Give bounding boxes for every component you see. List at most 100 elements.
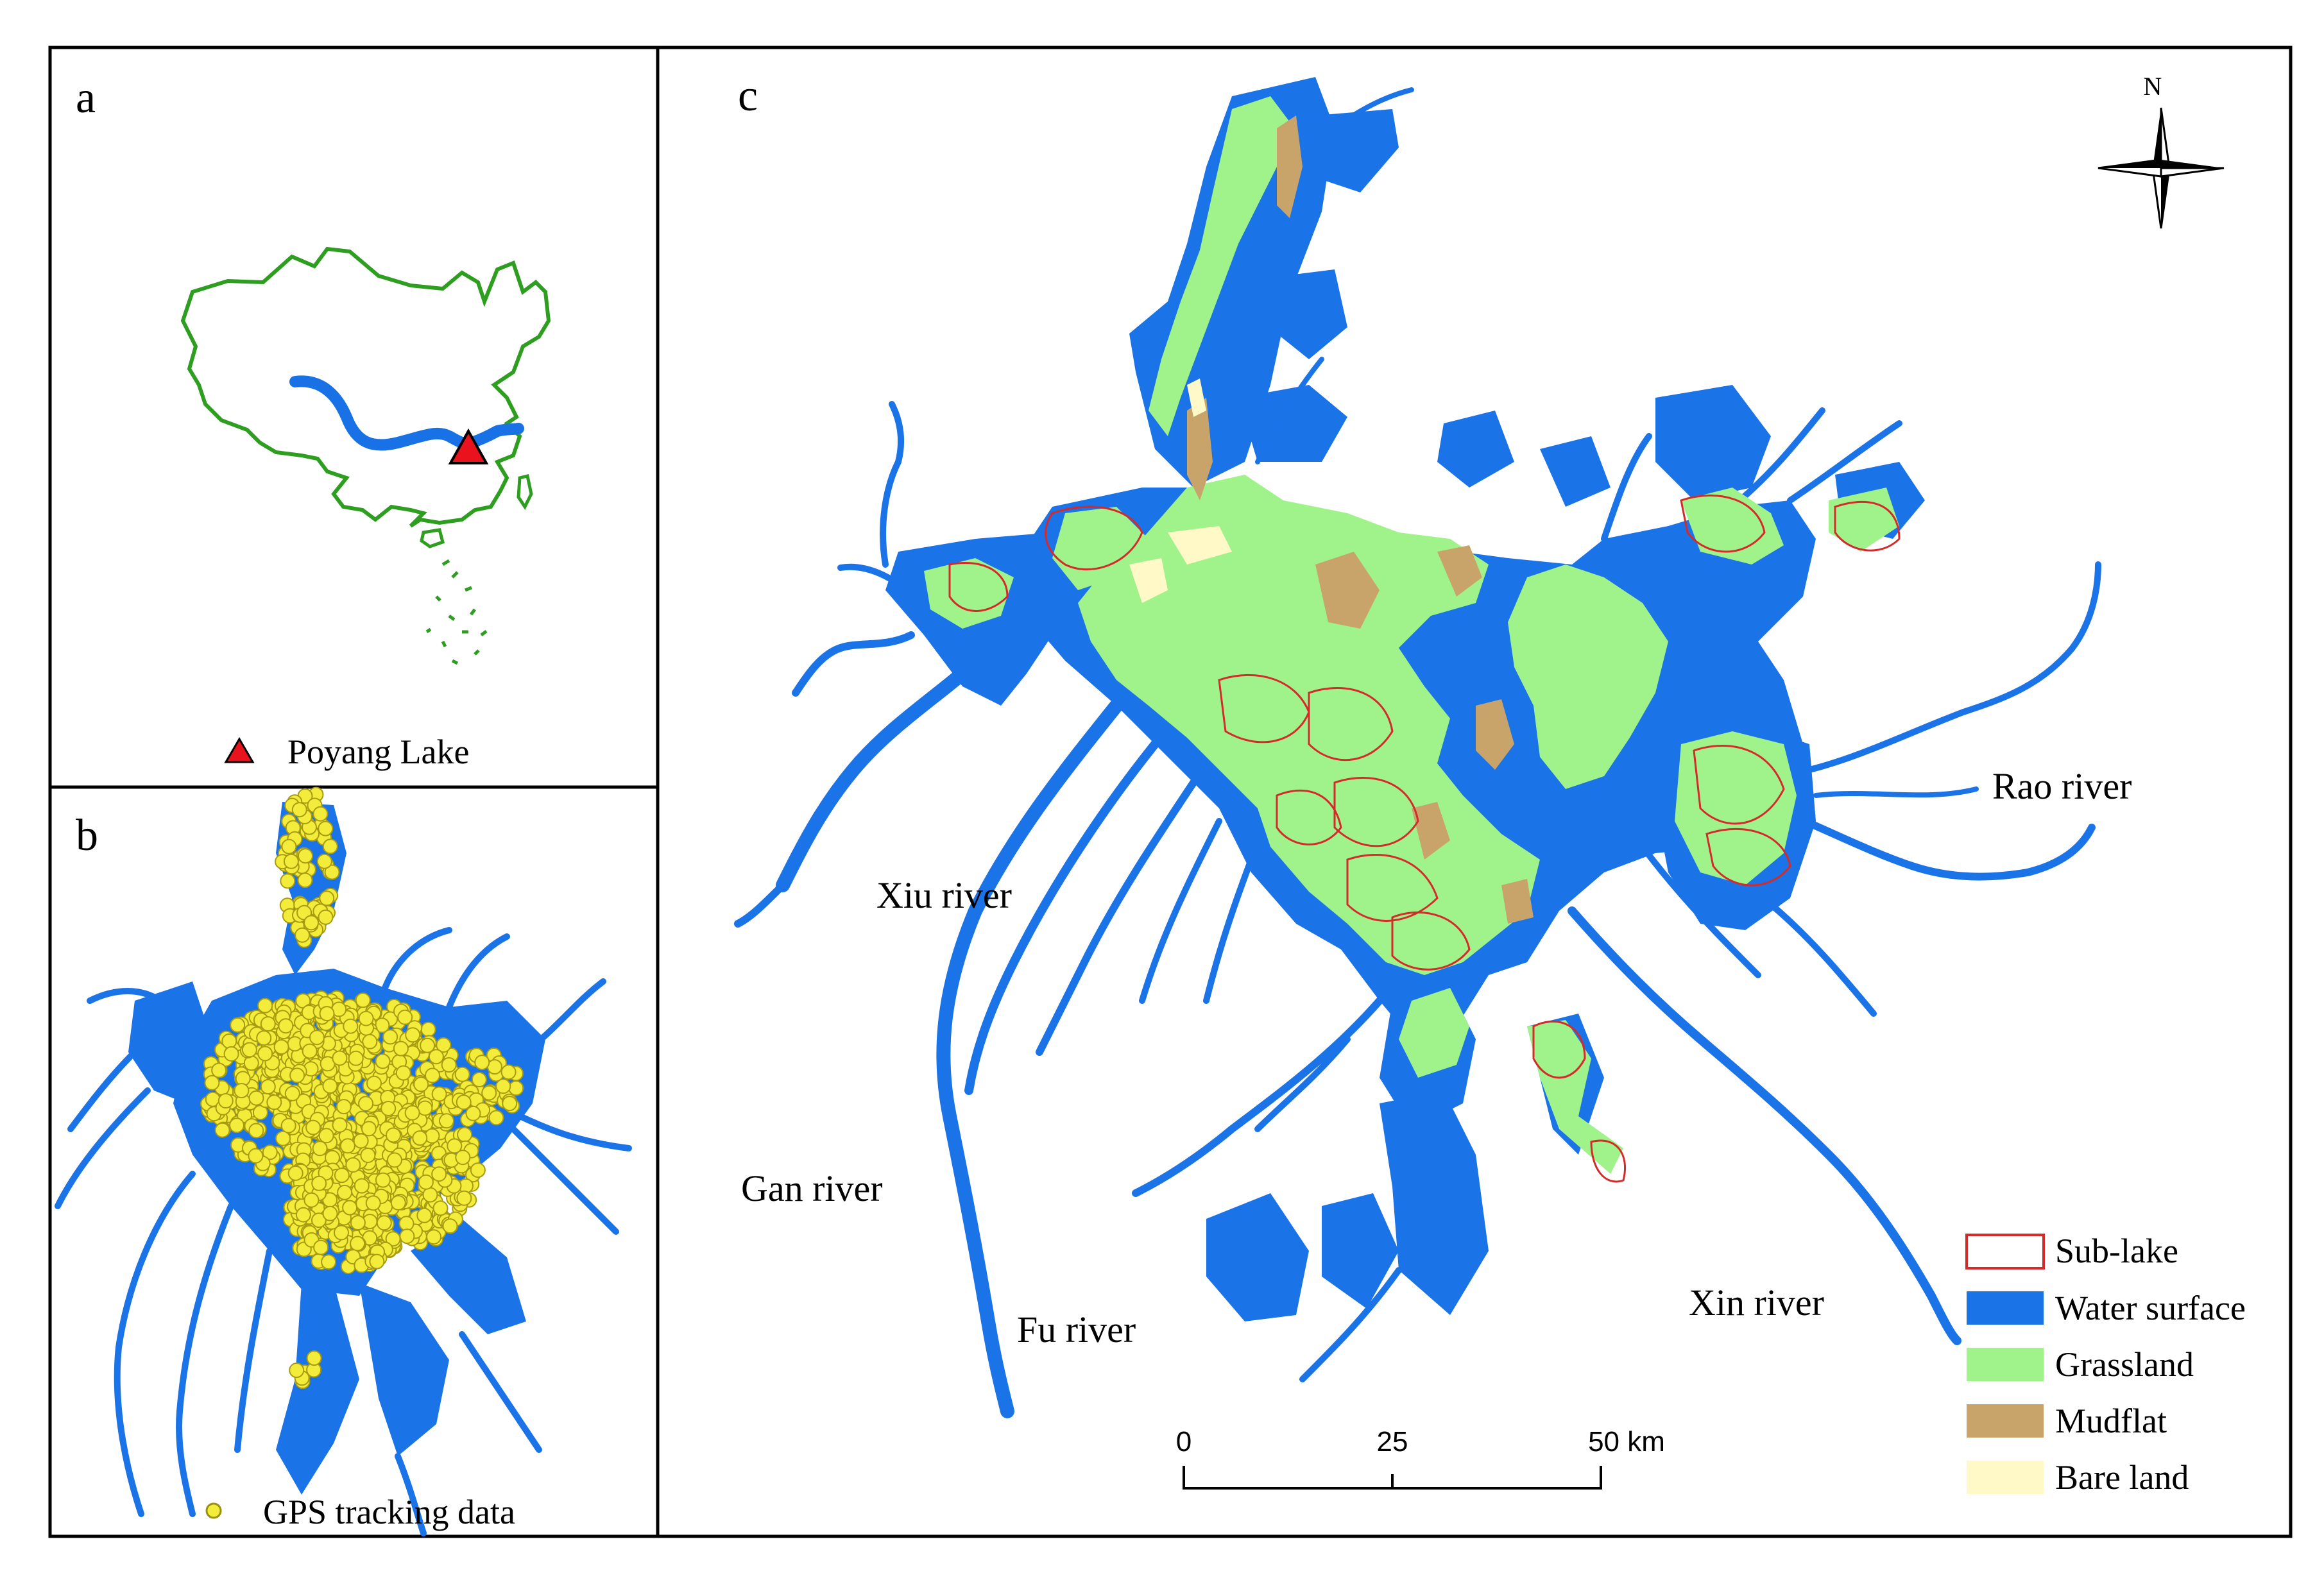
gps-point — [336, 1099, 352, 1115]
gps-point — [350, 1236, 366, 1252]
gps-point — [284, 1085, 300, 1101]
gps-point — [223, 1046, 239, 1062]
poyang-legend-icon — [224, 737, 255, 763]
legend-label-grassland: Grassland — [2055, 1345, 2194, 1384]
gps-point — [474, 1055, 490, 1071]
north-arrow-icon: N — [2098, 72, 2225, 229]
panel-c: c N — [656, 46, 2293, 1538]
gps-point — [361, 1121, 377, 1137]
gps-point — [508, 1080, 524, 1096]
gps-point — [321, 1254, 337, 1270]
gps-point — [360, 1148, 376, 1163]
gps-point — [366, 1075, 382, 1091]
gps-point — [343, 1018, 359, 1034]
gps-point — [382, 1029, 398, 1045]
gps-point — [354, 1178, 370, 1194]
gps-point — [309, 1030, 325, 1046]
gps-point — [481, 1085, 497, 1101]
gps-point — [441, 1057, 457, 1073]
gps-legend-icon — [205, 1502, 222, 1519]
gps-point — [337, 1184, 353, 1200]
gps-point — [280, 873, 296, 889]
gps-point — [454, 1066, 470, 1082]
gps-point — [365, 1195, 381, 1211]
gps-point — [312, 1141, 328, 1157]
gps-point — [502, 1096, 518, 1112]
gps-point — [355, 992, 371, 1008]
gps-point — [390, 1195, 406, 1210]
scale-tick-25: 25 — [1377, 1426, 1408, 1457]
gps-point — [417, 1100, 433, 1116]
gps-point — [358, 1096, 374, 1112]
gps-point — [234, 1083, 250, 1099]
gps-point — [413, 1076, 429, 1092]
gps-point — [455, 1150, 471, 1166]
yangtze-river — [289, 375, 524, 451]
gps-point — [380, 1101, 397, 1116]
gps-point — [487, 1059, 502, 1075]
gps-point — [312, 806, 329, 822]
gps-point — [287, 1165, 303, 1181]
gps-point — [416, 1207, 432, 1223]
fu-river-label: Fu river — [1017, 1309, 1136, 1350]
gps-point — [248, 1123, 264, 1139]
gps-point — [420, 1021, 436, 1037]
gps-point — [375, 1172, 391, 1188]
gps-point — [431, 1166, 447, 1182]
gps-point — [334, 1168, 350, 1184]
legend-swatch-mudflat — [1967, 1404, 2044, 1438]
gps-point — [211, 1062, 227, 1078]
gan-river-label: Gan river — [741, 1168, 883, 1209]
gps-point — [387, 1152, 402, 1168]
gps-points — [200, 786, 524, 1389]
gps-point — [428, 1049, 444, 1065]
gps-point — [431, 1086, 447, 1102]
gps-point — [319, 890, 335, 906]
gps-point — [471, 1072, 487, 1087]
gps-point — [500, 1064, 517, 1080]
gps-point — [295, 927, 311, 943]
gps-point — [275, 1130, 291, 1146]
gps-point — [280, 1117, 296, 1134]
gps-point — [218, 1093, 234, 1108]
gps-point — [303, 915, 320, 931]
scale-tick-50: 50 km — [1588, 1426, 1665, 1457]
gps-point — [289, 1363, 305, 1379]
gps-point — [281, 838, 297, 854]
south-sea-islands — [425, 559, 488, 665]
gps-point — [456, 1094, 472, 1110]
rao-river-label: Rao river — [1992, 765, 2132, 807]
gps-point — [425, 1067, 440, 1083]
gps-point — [339, 1138, 355, 1154]
gps-point — [318, 820, 334, 836]
gps-point — [456, 1190, 472, 1206]
gps-point — [295, 1207, 311, 1223]
panel-b-letter: b — [76, 811, 98, 860]
xiu-river-label: Xiu river — [876, 874, 1012, 916]
gps-point — [405, 1027, 421, 1043]
poyang-legend-label: Poyang Lake — [287, 733, 469, 771]
gps-point — [404, 1105, 420, 1121]
gps-point — [297, 872, 313, 888]
gps-point — [332, 1117, 348, 1133]
scale-tick-0: 0 — [1176, 1426, 1192, 1457]
gps-point — [311, 1212, 327, 1228]
gps-legend-label: GPS tracking data — [263, 1493, 515, 1531]
gps-point — [278, 1018, 294, 1034]
legend-label-bareland: Bare land — [2055, 1458, 2189, 1497]
gps-point — [214, 1122, 230, 1138]
gps-point — [289, 1067, 305, 1083]
legend-swatch-bareland — [1967, 1461, 2044, 1494]
gps-point — [350, 1215, 366, 1231]
panel-a-letter: a — [76, 73, 96, 123]
gps-point — [319, 1006, 335, 1022]
taiwan-outline — [517, 473, 533, 510]
gps-point — [291, 802, 307, 818]
gps-point — [353, 1133, 369, 1149]
gps-point — [257, 1046, 273, 1062]
gps-point — [266, 1094, 282, 1110]
gps-point — [256, 1030, 272, 1046]
gps-point — [324, 864, 340, 880]
gps-point — [386, 1127, 401, 1143]
